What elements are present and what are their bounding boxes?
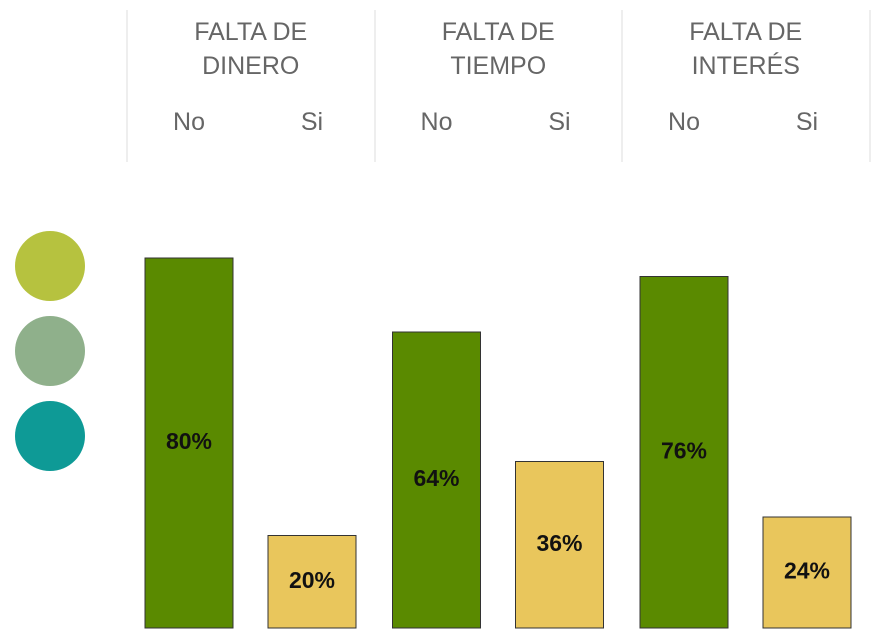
bar bbox=[515, 461, 604, 629]
bar bbox=[762, 516, 852, 629]
data-label: 76% bbox=[661, 437, 707, 463]
legend-label: Si bbox=[300, 108, 324, 136]
data-label: 64% bbox=[413, 465, 459, 491]
bar bbox=[639, 276, 729, 629]
data-label: 80% bbox=[166, 428, 212, 454]
data-label: 20% bbox=[289, 567, 335, 593]
group-header: FALTA DE TIEMPO bbox=[441, 18, 555, 80]
legend-label: No bbox=[420, 108, 453, 136]
group-header: FALTA DE INTERÉS bbox=[689, 18, 803, 80]
data-label: 24% bbox=[784, 558, 830, 584]
bar bbox=[392, 331, 481, 629]
bar bbox=[144, 257, 234, 629]
legend-label: No bbox=[173, 108, 205, 136]
legend-label: Si bbox=[548, 108, 571, 136]
legend-label: No bbox=[668, 108, 700, 136]
bar bbox=[267, 535, 357, 629]
data-label: 36% bbox=[536, 530, 582, 556]
legend-dot bbox=[15, 231, 85, 301]
legend-dot bbox=[15, 401, 85, 471]
group-header: FALTA DE DINERO bbox=[194, 18, 308, 80]
legend-label: Si bbox=[795, 108, 819, 136]
legend-dot bbox=[15, 316, 85, 386]
